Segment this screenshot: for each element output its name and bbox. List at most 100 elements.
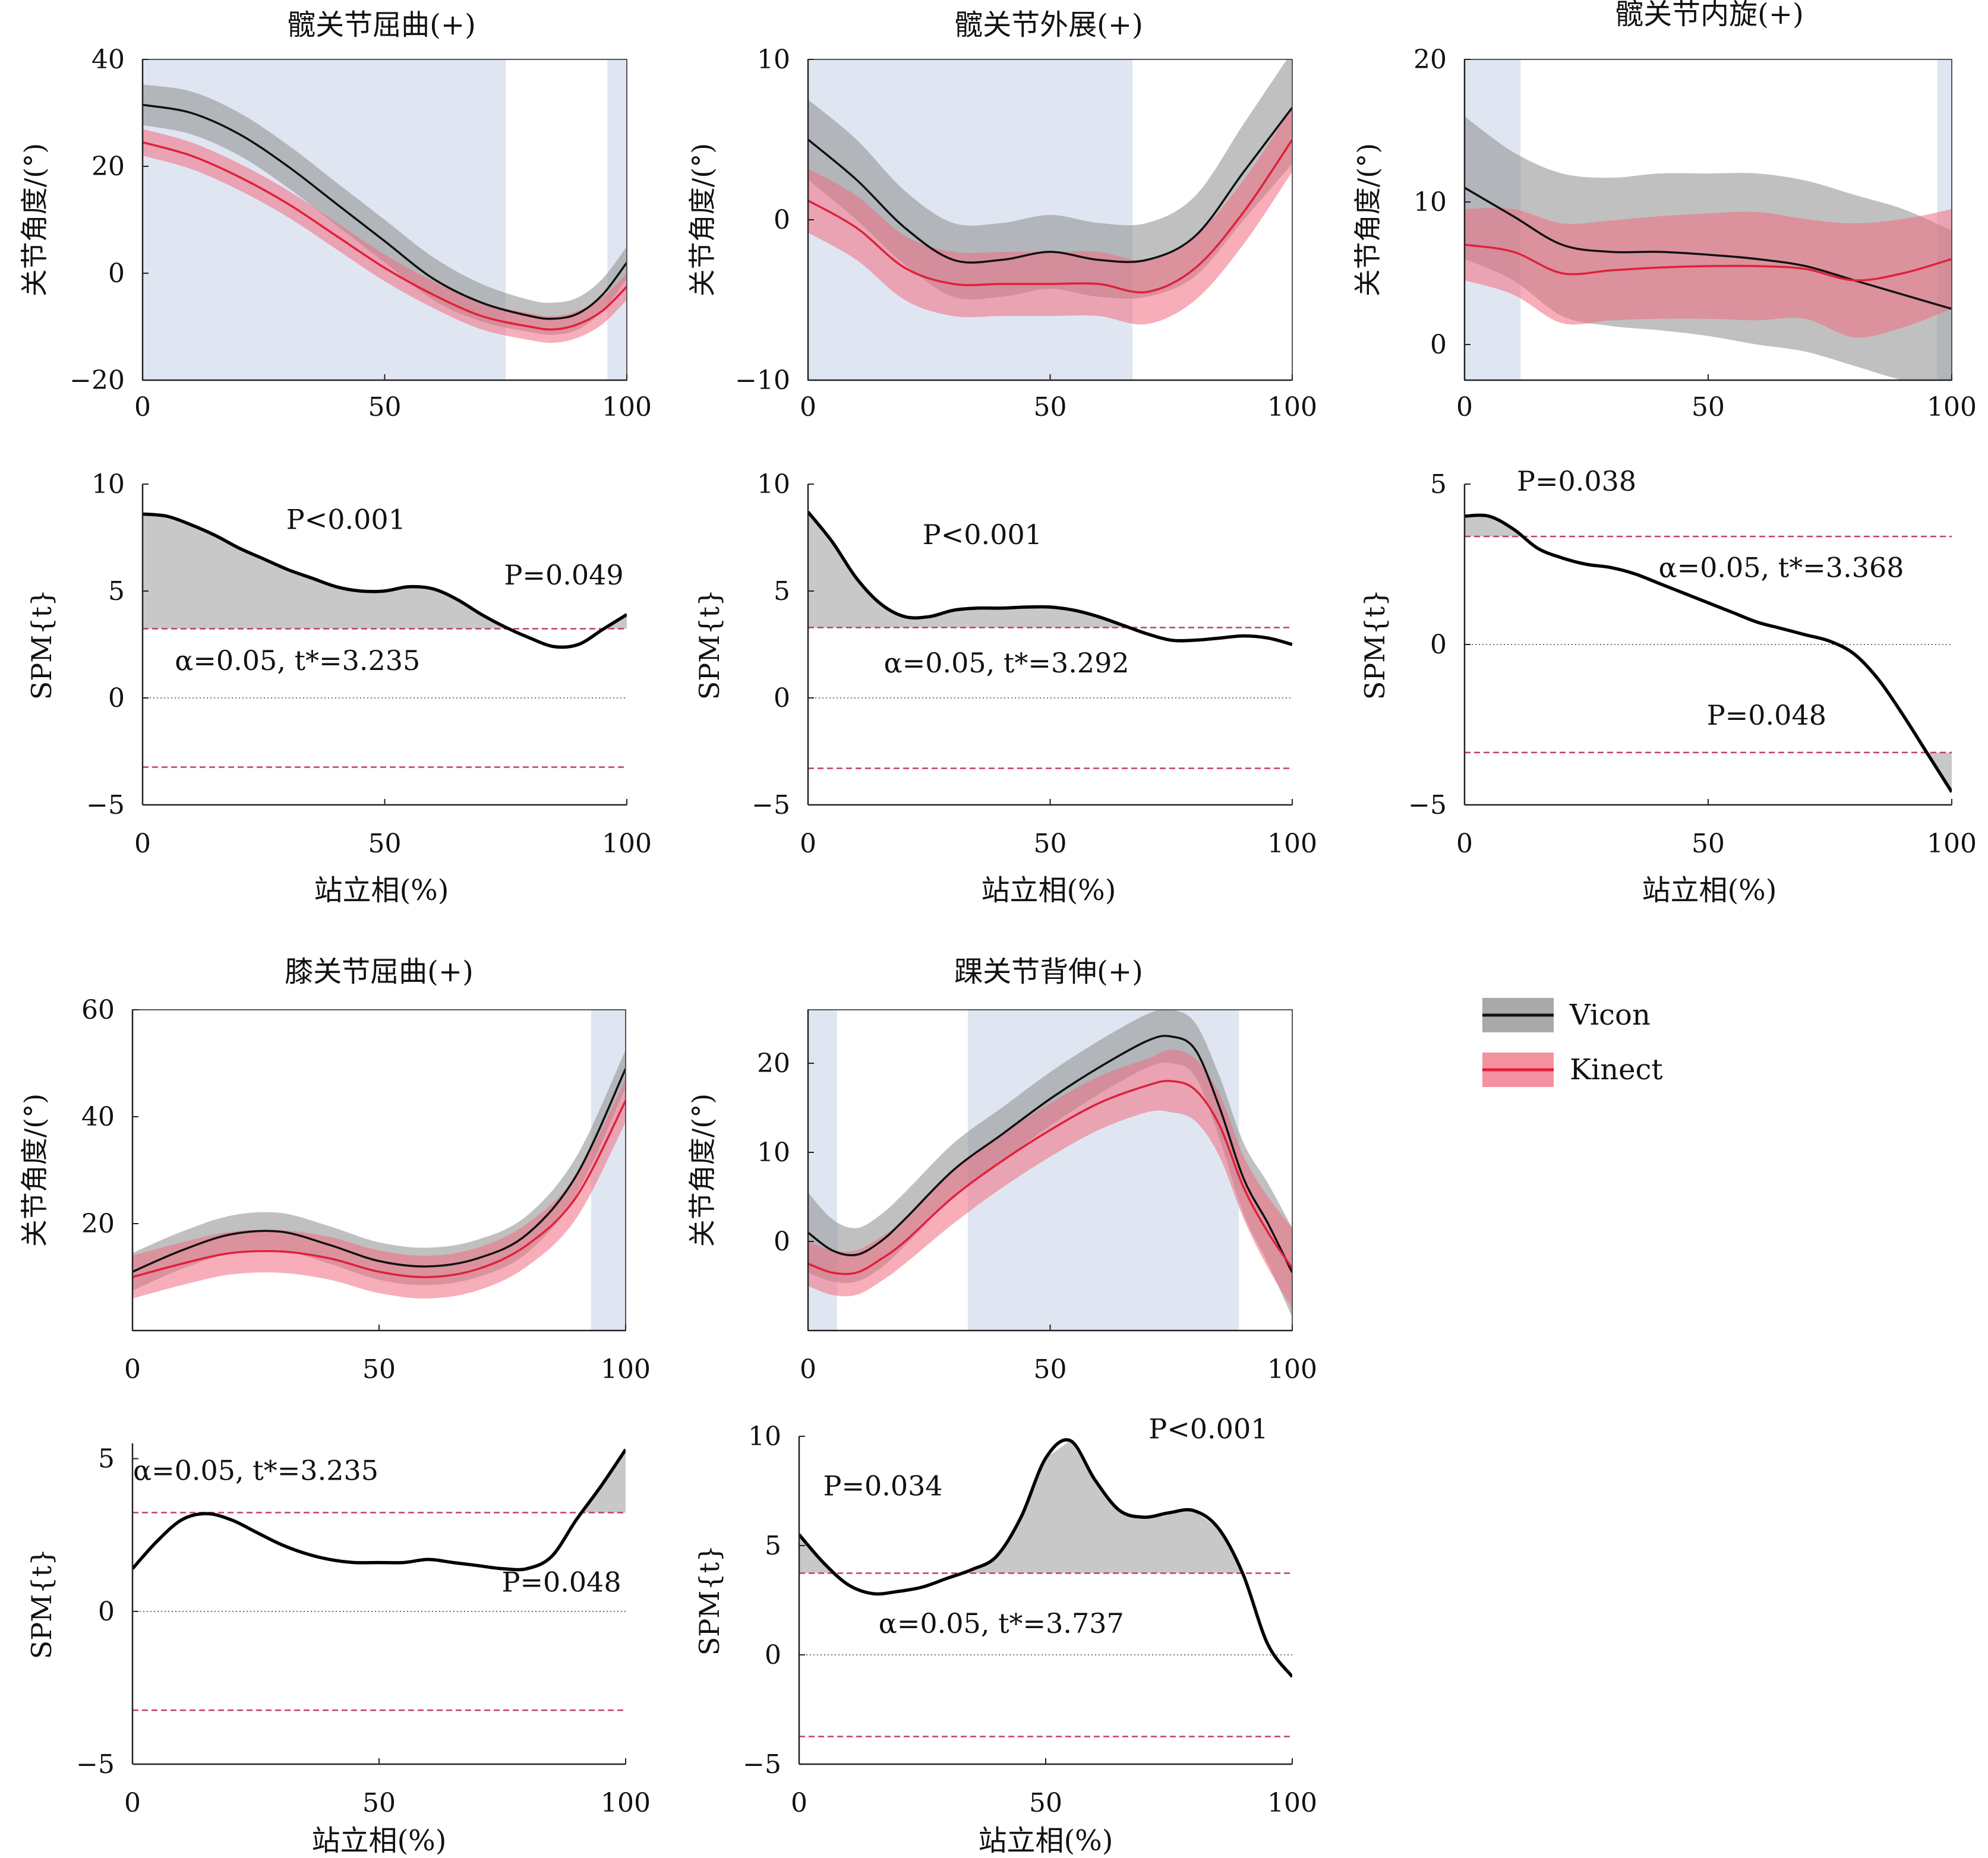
- x-tick-label: 0: [800, 392, 816, 422]
- annotation: α=0.05, t*=3.292: [884, 647, 1129, 679]
- y-tick-label: −5: [76, 1749, 115, 1780]
- y-tick-label: −20: [70, 365, 125, 396]
- x-tick-label: 0: [791, 1788, 807, 1818]
- x-tick-label: 50: [1692, 392, 1725, 422]
- legend-entry-vicon: Vicon: [1482, 998, 1651, 1032]
- spm-curve: [1465, 513, 1952, 793]
- mean-line-vicon: [808, 106, 1292, 264]
- suprathreshold-cluster: [799, 1534, 835, 1573]
- x-tick-label: 50: [368, 392, 402, 422]
- panel-knee-flexion: 膝关节屈曲(+) 20 40 60 0 50 100 关节角度/(°): [18, 955, 651, 1385]
- suprathreshold-cluster: [808, 511, 1129, 628]
- legend: Vicon Kinect: [1482, 998, 1663, 1087]
- y-tick-label: −5: [86, 790, 125, 820]
- x-tick-label: 50: [1034, 1354, 1067, 1385]
- plot-area: [808, 1010, 1292, 1331]
- x-tick-label: 100: [1267, 392, 1317, 422]
- panel-title: 膝关节屈曲(+): [285, 955, 474, 988]
- x-tick-label: 0: [124, 1788, 141, 1818]
- sd-band-kinect: [143, 129, 627, 343]
- annotation: P=0.048: [1707, 699, 1826, 731]
- y-axis-label: SPM{t}: [1359, 589, 1391, 700]
- y-tick-label: 60: [81, 995, 115, 1025]
- axes-frame: [132, 1443, 626, 1764]
- y-axis-label: SPM{t}: [693, 1545, 725, 1656]
- x-tick-label: 0: [1456, 829, 1473, 859]
- y-tick-label: −10: [735, 365, 790, 396]
- x-tick-label: 100: [1267, 1354, 1317, 1385]
- y-tick-label: 10: [1413, 187, 1447, 217]
- y-tick-label: 20: [757, 1048, 790, 1079]
- x-tick-label: 50: [362, 1788, 396, 1818]
- y-axis-label: 关节角度/(°): [686, 143, 718, 296]
- panel-hip-flexion: 髋关节屈曲(+) −20 0 20 40 0 50 100 关节角度/(°): [18, 8, 652, 422]
- x-tick-label: 0: [800, 829, 816, 859]
- x-axis-label: 站立相(%): [978, 1824, 1113, 1857]
- y-tick-label: 0: [108, 258, 125, 289]
- y-tick-label: 0: [774, 683, 790, 713]
- panel-ankle-dorsiflexion-spm: 站立相(%) P=0.034 P<0.001 α=0.05, t*=3.737 −5 0…: [693, 1413, 1317, 1857]
- x-tick-label: 100: [601, 1788, 651, 1818]
- x-tick-label: 50: [362, 1354, 396, 1385]
- y-axis-label: SPM{t}: [26, 1549, 58, 1660]
- sd-band-kinect: [132, 1079, 626, 1299]
- plot-area: [799, 1438, 1292, 1737]
- y-tick-label: 5: [765, 1531, 781, 1561]
- x-tick-label: 50: [1034, 392, 1067, 422]
- y-tick-label: 5: [774, 576, 790, 606]
- sd-band-vicon: [808, 59, 1292, 300]
- panel-hip-flexion-spm: 站立相(%) P<0.001 P=0.049 α=0.05, t*=3.235 −5 0…: [26, 469, 652, 907]
- annotation: α=0.05, t*=3.235: [133, 1455, 378, 1487]
- x-axis-label: 站立相(%): [314, 874, 449, 907]
- x-tick-label: 0: [124, 1354, 141, 1385]
- mean-line-kinect: [132, 1100, 626, 1278]
- x-tick-label: 0: [134, 392, 151, 422]
- y-tick-label: 5: [98, 1444, 115, 1474]
- annotation: P=0.048: [502, 1566, 621, 1598]
- x-tick-label: 100: [602, 392, 652, 422]
- y-tick-label: 20: [91, 151, 125, 182]
- x-tick-label: 50: [1034, 829, 1067, 859]
- x-axis-label: 站立相(%): [311, 1824, 446, 1857]
- x-tick-label: 50: [1692, 829, 1725, 859]
- x-tick-label: 50: [368, 829, 402, 859]
- x-tick-label: 0: [800, 1354, 816, 1385]
- annotation: P=0.049: [504, 559, 623, 591]
- spm-curve: [143, 512, 627, 649]
- mean-line-vicon: [808, 1035, 1292, 1274]
- annotation: P<0.001: [286, 504, 406, 536]
- y-tick-label: 10: [757, 1137, 790, 1168]
- x-tick-label: 0: [1456, 392, 1473, 422]
- y-tick-label: 0: [98, 1597, 115, 1627]
- annotation: P<0.001: [1148, 1413, 1268, 1445]
- x-axis-label: 站立相(%): [981, 874, 1116, 907]
- mean-line-vicon: [1465, 187, 1952, 310]
- x-tick-label: 100: [1267, 829, 1317, 859]
- legend-entry-kinect: Kinect: [1482, 1053, 1663, 1087]
- y-tick-label: 10: [757, 469, 790, 500]
- y-tick-label: 0: [108, 683, 125, 713]
- panel-ankle-dorsiflexion: 踝关节背伸(+) 0 10 20 0 50 100 关节角度/(°): [686, 955, 1317, 1385]
- suprathreshold-cluster: [1465, 516, 1522, 537]
- mean-line-kinect: [143, 141, 627, 331]
- mean-line-vicon: [143, 103, 627, 320]
- panel-title: 髋关节屈曲(+): [287, 8, 476, 42]
- y-axis-label: 关节角度/(°): [18, 1094, 51, 1247]
- spm-curve: [799, 1438, 1292, 1678]
- mean-line-kinect: [808, 139, 1292, 294]
- mean-line-kinect: [1465, 244, 1952, 282]
- plot-area: [132, 1448, 626, 1711]
- plot-area: [808, 59, 1292, 380]
- sd-band-kinect: [808, 1050, 1292, 1309]
- y-tick-label: 40: [81, 1102, 115, 1132]
- sd-band-vicon: [143, 84, 627, 335]
- annotation: α=0.05, t*=3.737: [879, 1607, 1124, 1639]
- y-tick-label: −5: [752, 790, 790, 820]
- x-tick-label: 50: [1029, 1788, 1062, 1818]
- mean-line-vicon: [132, 1068, 626, 1273]
- plot-area: [808, 511, 1292, 769]
- legend-label-kinect: Kinect: [1570, 1053, 1663, 1086]
- y-axis-label: 关节角度/(°): [1352, 143, 1384, 296]
